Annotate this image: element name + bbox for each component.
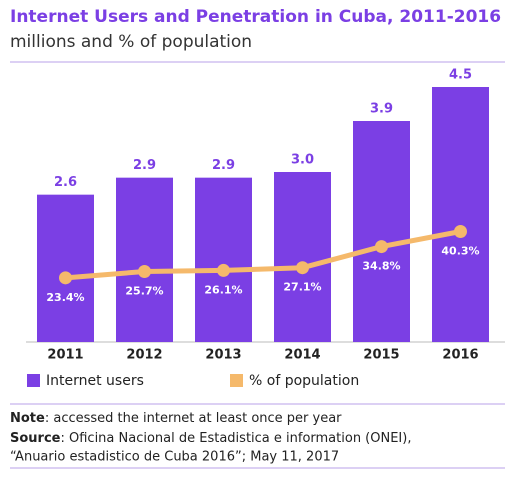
legend-swatch: [230, 374, 243, 387]
legend-label: Internet users: [46, 373, 144, 389]
source-text: “Anuario estadistico de Cuba 2016”; May …: [10, 450, 339, 465]
legend-swatch: [27, 374, 40, 387]
bar-value-label: 3.9: [370, 102, 393, 117]
source-label: Source: [10, 431, 61, 446]
source: Source: Oficina Nacional de Estadistica …: [10, 431, 411, 446]
bar: [37, 194, 94, 342]
chart-subtitle: millions and % of population: [10, 32, 252, 52]
note-text: : accessed the internet at least once pe…: [45, 411, 342, 426]
line-point: [454, 225, 467, 238]
line-value-label: 27.1%: [283, 281, 321, 294]
bar: [353, 121, 410, 342]
x-tick-label: 2012: [126, 348, 162, 363]
bar: [195, 177, 252, 342]
line-value-label: 26.1%: [204, 283, 242, 296]
bar: [116, 177, 173, 342]
line: [65, 229, 461, 281]
bar-value-label: 4.5: [449, 68, 472, 83]
bar-value-label: 2.9: [212, 158, 235, 173]
bar-value-label: 3.0: [291, 153, 314, 168]
chart-title: Internet Users and Penetration in Cuba, …: [10, 7, 501, 27]
bar-value-label: 2.9: [133, 158, 156, 173]
note: Note: accessed the internet at least onc…: [10, 411, 342, 426]
line-point: [59, 271, 72, 285]
line-value-label: 40.3%: [441, 245, 479, 258]
x-tick-label: 2016: [442, 348, 478, 363]
x-tick-label: 2015: [363, 348, 399, 363]
line-point: [375, 240, 388, 254]
line-value-label: 34.8%: [362, 260, 400, 273]
note-label: Note: [10, 411, 45, 426]
source-text: : Oficina Nacional de Estadistica e info…: [60, 431, 411, 446]
x-tick-label: 2013: [205, 348, 241, 363]
line-point: [138, 265, 151, 279]
x-tick-label: 2014: [284, 348, 320, 363]
legend-label: % of population: [249, 373, 359, 389]
line-value-label: 23.4%: [46, 291, 84, 304]
bar: [274, 172, 331, 342]
line-point: [296, 261, 309, 275]
x-tick-label: 2011: [47, 348, 83, 363]
bar: [432, 87, 489, 342]
bar-value-label: 2.6: [54, 175, 77, 190]
line-value-label: 25.7%: [125, 285, 163, 298]
line-point: [217, 263, 230, 277]
